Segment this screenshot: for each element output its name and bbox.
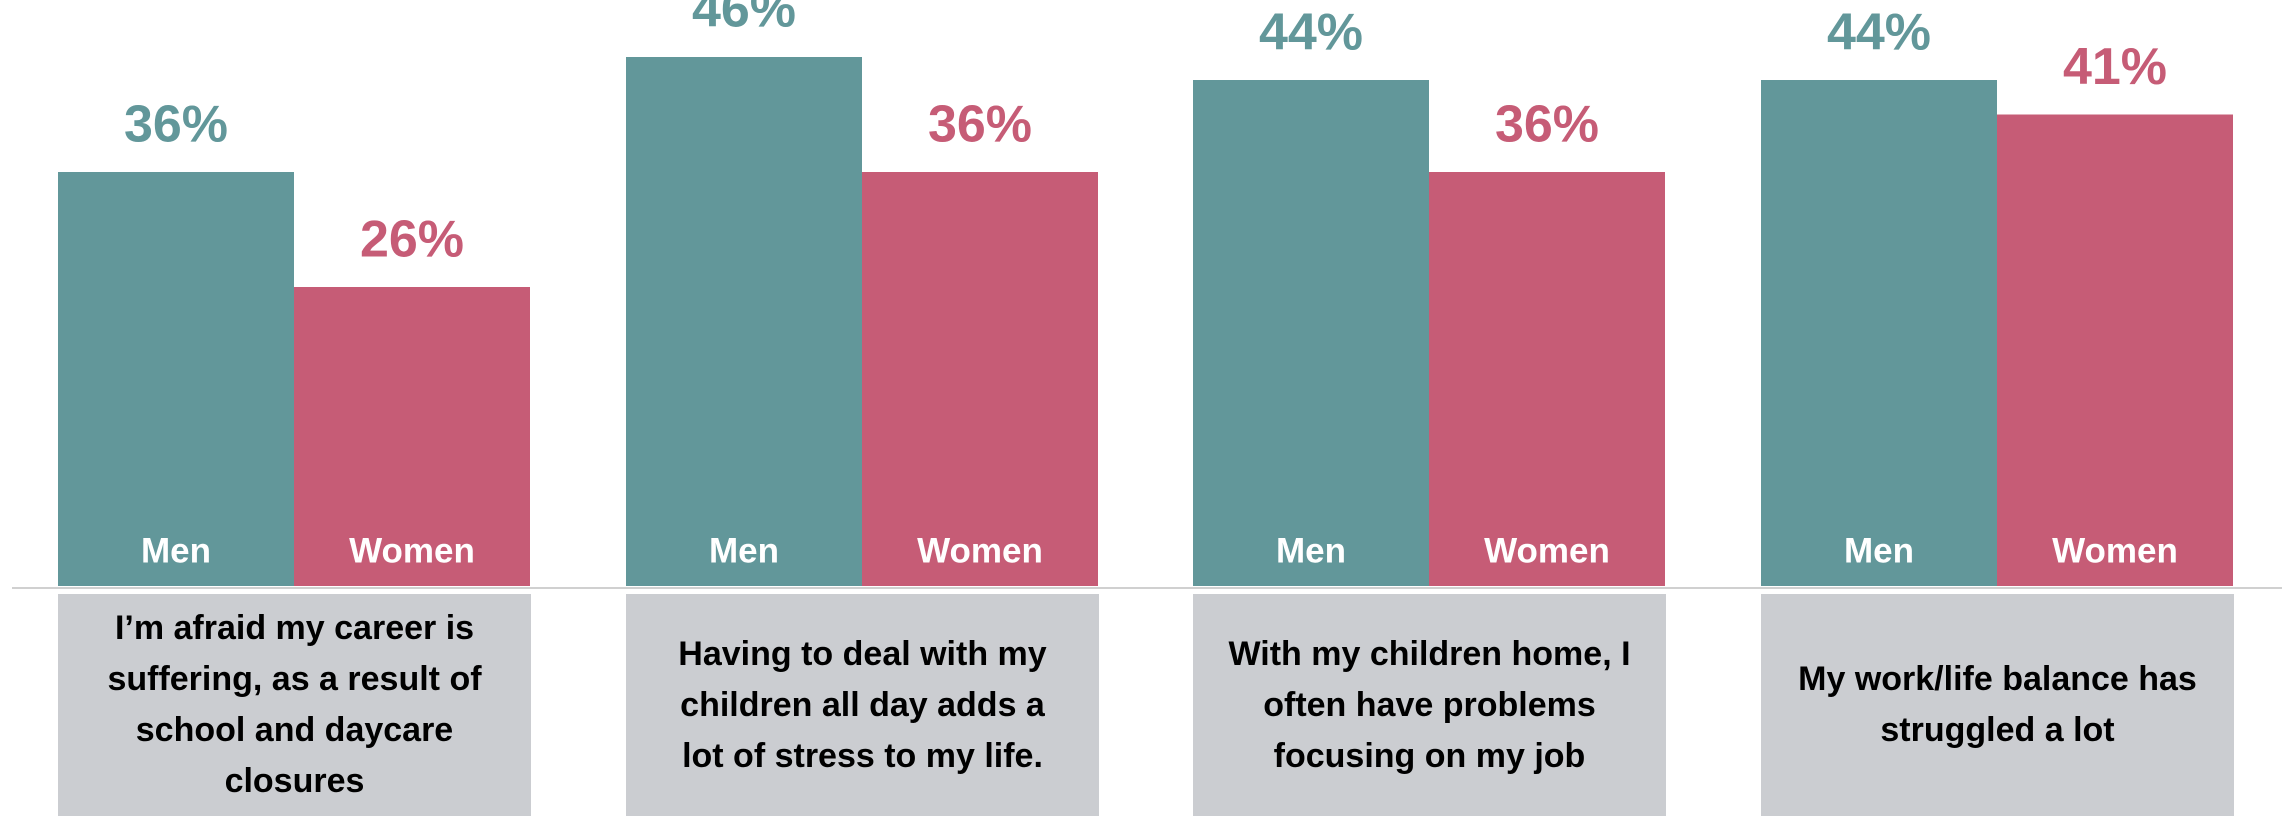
bar <box>1193 80 1429 586</box>
value-label: 46% <box>692 0 796 39</box>
bar <box>626 57 862 586</box>
series-label: Men <box>709 531 779 570</box>
bar <box>1429 172 1665 586</box>
series-label: Women <box>917 531 1043 570</box>
value-label: 44% <box>1827 4 1931 62</box>
series-label: Men <box>1844 531 1914 570</box>
bar <box>1997 114 2233 586</box>
value-label: 36% <box>928 96 1032 154</box>
bar <box>58 172 294 586</box>
category-label: My work/life balance has struggled a lot <box>1798 660 2197 749</box>
category-box: Having to deal with my children all day … <box>626 594 1099 816</box>
series-label: Women <box>349 531 475 570</box>
value-label: 44% <box>1259 4 1363 62</box>
category-box: My work/life balance has struggled a lot <box>1761 594 2234 816</box>
series-label: Men <box>1276 531 1346 570</box>
value-label: 41% <box>2063 38 2167 96</box>
series-label: Women <box>1484 531 1610 570</box>
bar <box>294 287 530 586</box>
category-label: With my children home, I often have prob… <box>1228 634 1631 775</box>
series-label: Women <box>2052 531 2178 570</box>
category-label: I’m afraid my career is suffering, as a … <box>107 609 482 800</box>
category-box: With my children home, I often have prob… <box>1193 594 1666 816</box>
bar <box>1761 80 1997 586</box>
category-box: I’m afraid my career is suffering, as a … <box>58 594 531 816</box>
value-label: 36% <box>1495 96 1599 154</box>
value-label: 26% <box>360 211 464 269</box>
value-label: 36% <box>124 96 228 154</box>
bar <box>862 172 1098 586</box>
category-label: Having to deal with my children all day … <box>678 634 1047 775</box>
series-label: Men <box>141 531 211 570</box>
